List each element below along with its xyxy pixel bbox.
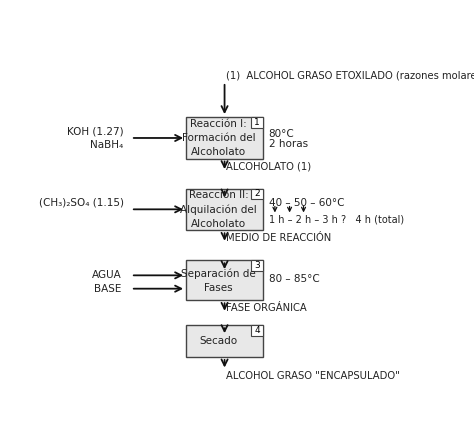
Text: ALCOHOL GRASO "ENCAPSULADO": ALCOHOL GRASO "ENCAPSULADO" xyxy=(227,371,400,381)
Text: FASE ORGÁNICA: FASE ORGÁNICA xyxy=(227,303,307,313)
Text: 2 horas: 2 horas xyxy=(269,139,308,149)
Text: 3: 3 xyxy=(255,261,260,270)
Text: AGUA: AGUA xyxy=(92,270,122,280)
Text: Secado: Secado xyxy=(200,336,238,346)
Text: 80 – 85°C: 80 – 85°C xyxy=(269,275,319,284)
Text: 4: 4 xyxy=(255,326,260,335)
Text: KOH (1.27): KOH (1.27) xyxy=(67,126,124,136)
Text: 1: 1 xyxy=(255,118,260,127)
Bar xyxy=(186,260,263,301)
Bar xyxy=(186,189,263,230)
Text: BASE: BASE xyxy=(94,284,122,294)
Bar xyxy=(186,117,263,158)
Bar xyxy=(251,117,263,128)
Text: (CH₃)₂SO₄ (1.15): (CH₃)₂SO₄ (1.15) xyxy=(38,197,124,208)
Text: 2: 2 xyxy=(255,190,260,198)
Text: Separación de
Fases: Separación de Fases xyxy=(181,268,256,293)
Text: ALCOHOLATO (1): ALCOHOLATO (1) xyxy=(227,162,311,172)
Text: 80°C: 80°C xyxy=(269,129,294,139)
Text: 1 h – 2 h – 3 h ?   4 h (total): 1 h – 2 h – 3 h ? 4 h (total) xyxy=(269,214,404,224)
Text: NaBH₄: NaBH₄ xyxy=(90,140,124,150)
Text: (1)  ALCOHOL GRASO ETOXILADO (razones molares): (1) ALCOHOL GRASO ETOXILADO (razones mol… xyxy=(227,70,474,80)
Text: MEDIO DE REACCIÓN: MEDIO DE REACCIÓN xyxy=(227,233,332,242)
Text: Reacción I:
Formación del
Alcoholato: Reacción I: Formación del Alcoholato xyxy=(182,119,255,157)
Text: Reacción II:
Alquilación del
Alcoholato: Reacción II: Alquilación del Alcoholato xyxy=(180,190,257,229)
Bar xyxy=(251,189,263,199)
Text: 40 – 50 – 60°C: 40 – 50 – 60°C xyxy=(269,197,344,208)
Bar xyxy=(251,325,263,336)
Bar xyxy=(251,260,263,271)
Bar xyxy=(186,325,263,357)
